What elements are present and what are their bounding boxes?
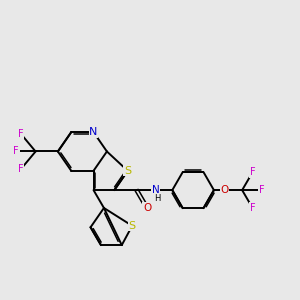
Text: F: F [250,203,255,213]
Text: O: O [143,203,151,213]
Text: S: S [129,221,136,231]
Text: F: F [250,167,255,177]
Text: H: H [154,194,161,203]
Text: N: N [89,127,98,137]
Text: F: F [18,129,23,139]
Text: F: F [259,185,264,195]
Text: F: F [14,146,19,157]
Text: F: F [18,164,23,174]
Text: N: N [152,185,160,195]
Text: S: S [124,166,131,176]
Text: O: O [220,185,228,195]
